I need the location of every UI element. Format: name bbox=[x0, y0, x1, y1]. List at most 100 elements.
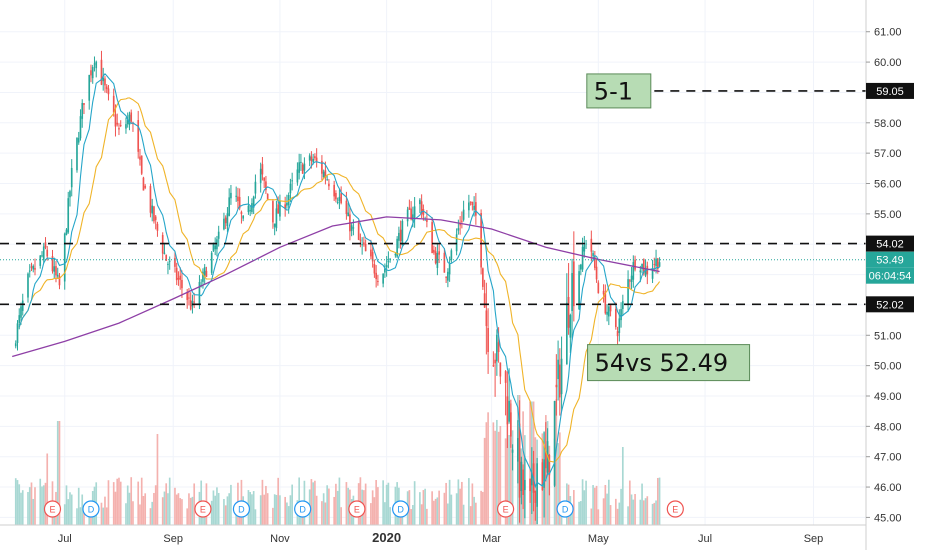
candle-body bbox=[41, 255, 43, 257]
candle-body bbox=[455, 234, 458, 252]
volume-bar bbox=[607, 479, 610, 525]
price-tags: 59.05 54.02 52.02 53.49 06:04:54 bbox=[866, 82, 914, 313]
levels bbox=[0, 90, 866, 306]
candle-body bbox=[357, 222, 360, 240]
candle-body bbox=[384, 268, 386, 273]
candle-body bbox=[338, 196, 341, 202]
volume-bar bbox=[614, 498, 617, 525]
candle-body bbox=[382, 273, 384, 284]
volume-bar bbox=[585, 480, 587, 525]
candle-body bbox=[39, 255, 42, 266]
candle-body bbox=[230, 192, 232, 199]
candle-body bbox=[506, 396, 509, 425]
volume-bar bbox=[443, 492, 446, 525]
volume-bar bbox=[312, 482, 314, 525]
candle-body bbox=[154, 216, 157, 221]
candle-body bbox=[83, 103, 85, 105]
candle-body bbox=[266, 193, 269, 200]
volume-bar bbox=[34, 487, 36, 525]
candle-body bbox=[614, 308, 617, 328]
volume-bar bbox=[377, 487, 379, 525]
volume-bar bbox=[65, 485, 68, 525]
level-tag bbox=[866, 235, 914, 252]
volume-bar bbox=[581, 479, 584, 525]
candle-body bbox=[333, 184, 335, 197]
volume-bar bbox=[583, 490, 586, 525]
candle-body bbox=[163, 252, 166, 254]
candle-body bbox=[496, 334, 498, 362]
volume-bar bbox=[510, 403, 512, 525]
volume-bar bbox=[175, 494, 178, 525]
candle-body bbox=[102, 77, 105, 82]
volume-bar bbox=[408, 490, 411, 525]
candle-body bbox=[310, 156, 313, 162]
candle-body bbox=[593, 256, 596, 268]
event-marker bbox=[556, 500, 574, 518]
volume-bar bbox=[291, 484, 293, 525]
volume-bar bbox=[499, 425, 502, 525]
volume-bar bbox=[70, 494, 73, 525]
volume-bar bbox=[228, 493, 231, 525]
candle-body bbox=[224, 217, 227, 224]
candle-body bbox=[326, 179, 328, 181]
volume-bar bbox=[321, 501, 323, 525]
x-tick-label: Nov bbox=[270, 533, 290, 545]
volume-bar bbox=[315, 495, 318, 525]
volume-bar bbox=[455, 493, 458, 525]
candle-body bbox=[16, 323, 19, 343]
candle-body bbox=[336, 201, 339, 203]
candle-body bbox=[494, 359, 496, 364]
candle-body bbox=[375, 272, 377, 280]
volume-bar bbox=[161, 497, 164, 525]
candle-body bbox=[396, 238, 398, 257]
volume-bar bbox=[259, 495, 262, 525]
candle-body bbox=[520, 461, 523, 492]
candle-body bbox=[485, 310, 488, 327]
volume-bar bbox=[461, 481, 463, 525]
level-tag bbox=[866, 82, 914, 99]
candle-body bbox=[279, 201, 281, 217]
candle-body bbox=[30, 266, 33, 268]
candle-body bbox=[413, 206, 416, 218]
volume-bar bbox=[210, 500, 213, 525]
volume-bar bbox=[144, 493, 147, 525]
candle-body bbox=[300, 161, 302, 163]
candle-body bbox=[193, 301, 196, 303]
candle-body bbox=[569, 315, 572, 338]
volume-bar bbox=[419, 492, 421, 525]
volume-bar bbox=[651, 503, 654, 525]
annotation-box bbox=[587, 344, 751, 382]
candle-body bbox=[597, 282, 600, 294]
volume-bar bbox=[249, 492, 252, 525]
candle-body bbox=[58, 276, 61, 286]
volume-bar bbox=[56, 421, 59, 525]
candle-body bbox=[34, 267, 36, 270]
volume-bar bbox=[571, 508, 573, 525]
candle-body bbox=[590, 238, 593, 252]
volume-bar bbox=[347, 487, 349, 525]
candle-body bbox=[254, 181, 257, 194]
volume-bar bbox=[252, 491, 255, 525]
candle-body bbox=[518, 423, 521, 498]
candle-body bbox=[462, 209, 465, 220]
volume-bar bbox=[434, 498, 437, 525]
volume-bar bbox=[81, 494, 84, 525]
candle-body bbox=[51, 256, 54, 272]
candle-body bbox=[214, 245, 217, 250]
volume-bar bbox=[508, 435, 510, 525]
volume-bar bbox=[653, 502, 656, 525]
candle-body bbox=[408, 207, 411, 210]
volume-bar bbox=[230, 484, 232, 525]
volume-bar bbox=[413, 481, 416, 525]
candle-body bbox=[76, 137, 78, 171]
candle-body bbox=[627, 279, 629, 305]
candle-body bbox=[573, 261, 575, 307]
volume-bar bbox=[314, 480, 316, 525]
volume-bar bbox=[263, 494, 266, 525]
volume-bar bbox=[450, 494, 453, 525]
volume-bar bbox=[511, 430, 514, 525]
volume-bar bbox=[639, 499, 642, 525]
volume-bar bbox=[620, 488, 622, 525]
